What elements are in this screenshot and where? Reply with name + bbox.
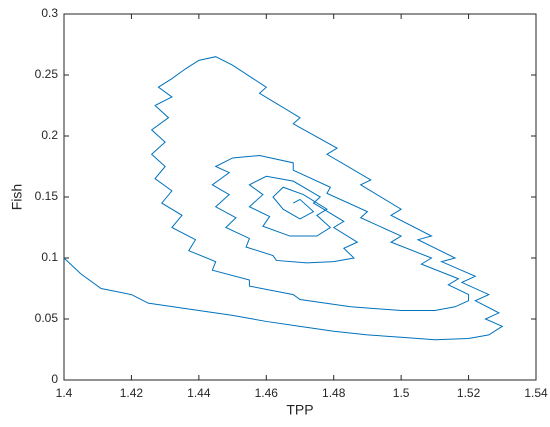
x-tick-label: 1.48 [322, 386, 346, 400]
x-tick-label: 1.42 [120, 386, 144, 400]
y-tick-label: 0.1 [41, 250, 58, 264]
y-axis-title: Fish [9, 184, 25, 210]
x-tick-label: 1.5 [393, 386, 410, 400]
y-tick-label: 0.05 [35, 311, 59, 325]
x-axis-title: TPP [286, 402, 313, 418]
y-tick-label: 0 [51, 372, 58, 386]
data-line [63, 56, 504, 341]
x-tick-label: 1.4 [56, 386, 73, 400]
y-tick-label: 0.3 [41, 6, 58, 20]
x-tick-label: 1.52 [457, 386, 481, 400]
x-tick-label: 1.54 [524, 386, 548, 400]
x-tick-label: 1.44 [187, 386, 211, 400]
y-tick-label: 0.2 [41, 128, 58, 142]
x-tick-label: 1.46 [255, 386, 279, 400]
y-tick-label: 0.15 [35, 189, 59, 203]
plot-box [63, 13, 537, 381]
y-tick-label: 0.25 [35, 67, 59, 81]
